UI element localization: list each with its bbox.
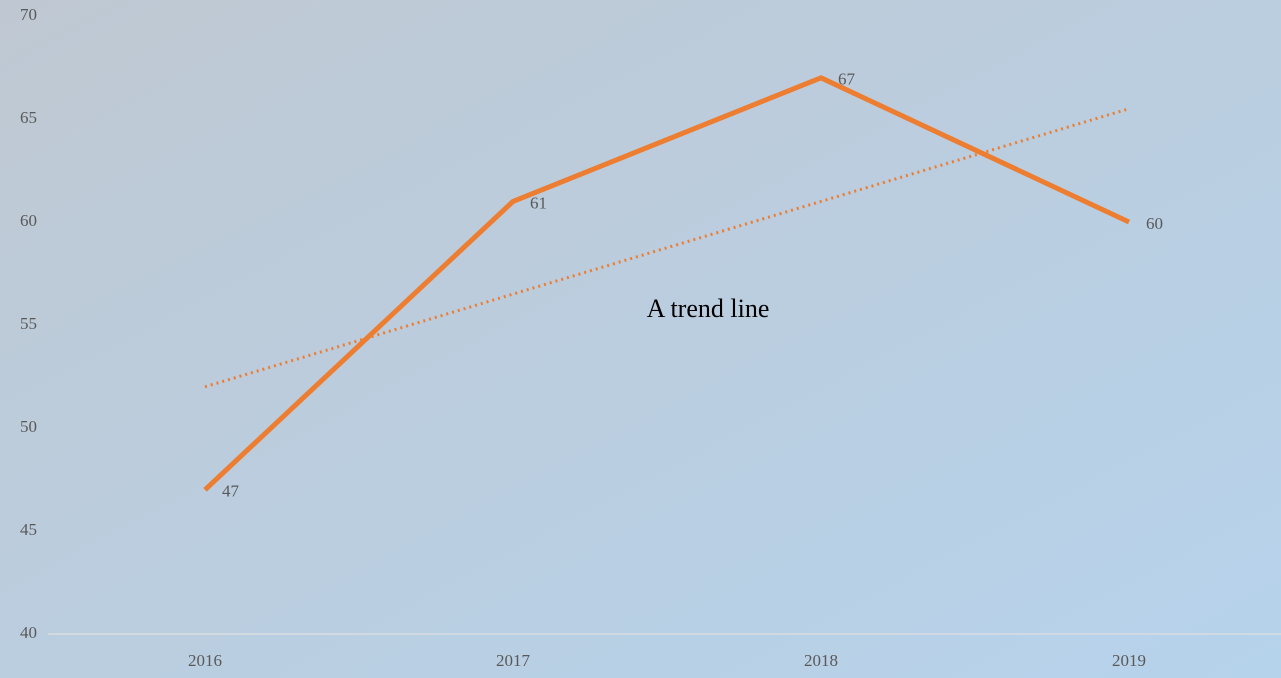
y-tick-label: 50 xyxy=(20,417,37,436)
data-label: 60 xyxy=(1146,214,1163,233)
x-tick-label: 2018 xyxy=(804,651,838,670)
data-label: 61 xyxy=(530,193,547,212)
y-tick-label: 45 xyxy=(20,520,37,539)
x-tick-label: 2016 xyxy=(188,651,222,670)
y-tick-label: 55 xyxy=(20,314,37,333)
y-tick-label: 40 xyxy=(20,623,37,642)
line xyxy=(203,75,1131,492)
x-tick-label: 2019 xyxy=(1112,651,1146,670)
trend-line xyxy=(204,107,1130,389)
y-tick-label: 70 xyxy=(20,5,37,24)
annotation: A trend line xyxy=(647,294,770,323)
data-label: 67 xyxy=(838,70,856,89)
y-tick-label: 65 xyxy=(20,108,37,127)
y-tick-label: 60 xyxy=(20,211,37,230)
data-label: 47 xyxy=(222,482,240,501)
x-tick-label: 2017 xyxy=(496,651,531,670)
